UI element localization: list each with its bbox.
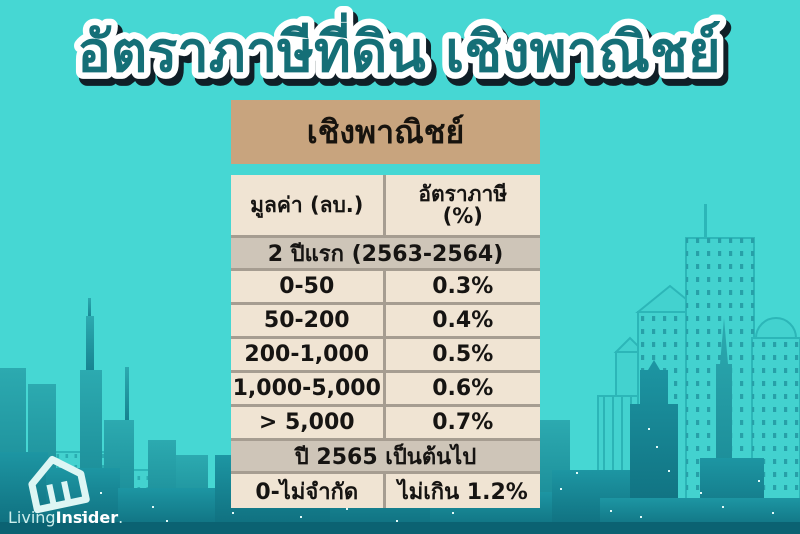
table-title-banner-label: เชิงพาณิชย์: [306, 112, 465, 151]
rate-cell: ไม่เกิน 1.2%: [397, 479, 528, 505]
rate-column-header: อัตราภาษี (%): [386, 175, 541, 235]
value-cell: 200-1,000: [231, 339, 386, 370]
rate-cell: 0.7%: [432, 410, 494, 435]
rate-cell: 0.5%: [432, 342, 494, 367]
house-icon: [28, 456, 90, 514]
page-title: อัตราภาษีที่ดิน เชิงพาณิชย์ อัตราภาษีที่…: [71, 6, 732, 99]
value-column-header: มูลค่า (ลบ.): [231, 175, 386, 235]
table-row: 50-200 0.4%: [231, 302, 540, 336]
rate-cell: 0.4%: [432, 308, 494, 333]
table-row: 200-1,000 0.5%: [231, 336, 540, 370]
rate-column-header-line2: (%): [442, 204, 483, 228]
table-row: > 5,000 0.7%: [231, 404, 540, 438]
footer-strip: [0, 522, 800, 534]
value-cell: 0-ไม่จำกัด: [231, 474, 386, 508]
rate-cell: 0.3%: [432, 274, 494, 299]
table-row: 0-50 0.3%: [231, 268, 540, 302]
table-row: 0-ไม่จำกัด ไม่เกิน 1.2%: [231, 471, 540, 508]
living-insider-logo: LivingInsider.: [8, 456, 123, 527]
rate-cell: 0.6%: [432, 376, 494, 401]
section-header-row: ปี 2565 เป็นต้นไป: [231, 438, 540, 471]
logo-insider: Insider: [56, 508, 119, 527]
section-header-row: 2 ปีแรก (2563-2564): [231, 235, 540, 268]
value-cell: 50-200: [231, 305, 386, 336]
table-title-banner: เชิงพาณิชย์: [231, 100, 540, 164]
tax-rate-table: มูลค่า (ลบ.) อัตราภาษี (%) 2 ปีแรก (2563…: [231, 175, 540, 508]
value-cell: 1,000-5,000: [231, 373, 386, 404]
value-cell: > 5,000: [231, 407, 386, 438]
page-title-text: อัตราภาษีที่ดิน เชิงพาณิชย์: [77, 12, 720, 85]
logo-wordmark: LivingInsider.: [8, 508, 123, 527]
logo-suffix: .: [118, 508, 123, 527]
table-row: 1,000-5,000 0.6%: [231, 370, 540, 404]
page-title-shadow: อัตราภาษีที่ดิน เชิงพาณิชย์: [81, 18, 724, 91]
table-header-row: มูลค่า (ลบ.) อัตราภาษี (%): [231, 175, 540, 235]
logo-living: Living: [8, 508, 56, 527]
value-cell: 0-50: [231, 271, 386, 302]
window-dots: [70, 428, 774, 528]
rate-column-header-line1: อัตราภาษี: [418, 181, 508, 206]
